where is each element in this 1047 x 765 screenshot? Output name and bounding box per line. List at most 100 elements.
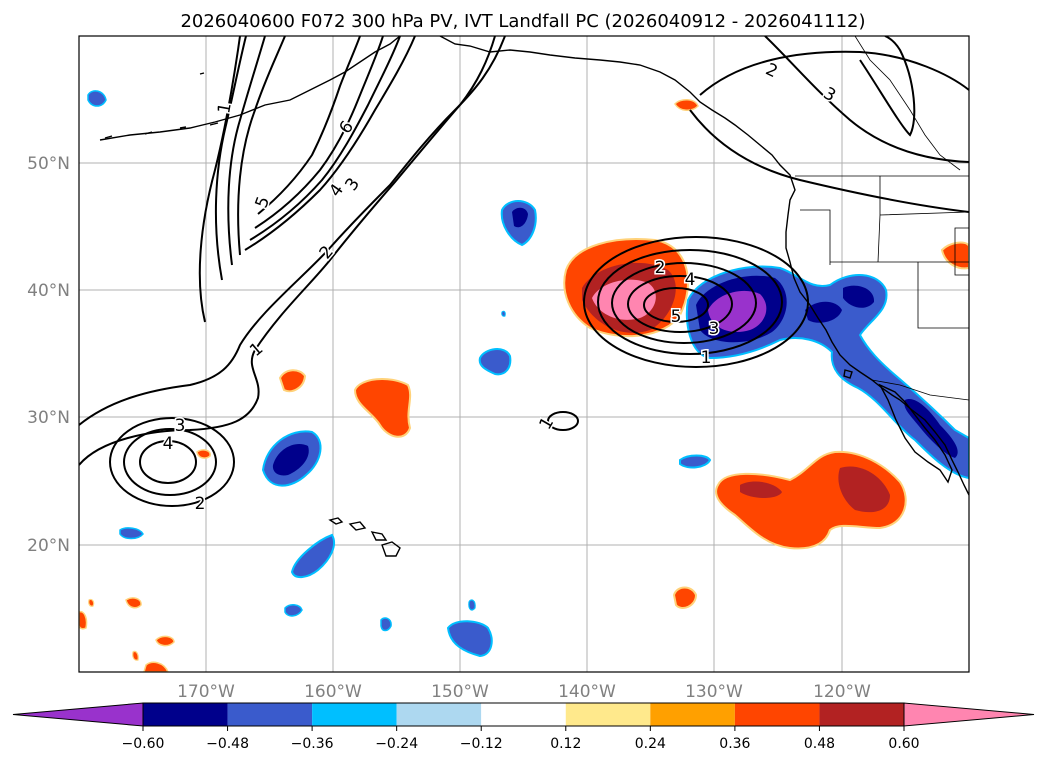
coastlines [99,36,969,557]
pv-contour-2-west [79,36,496,466]
coast-aleutians [99,36,401,141]
contour-label: 5 [671,307,682,327]
aleutian-islands [104,72,219,139]
lat-label-50n: 50°N [27,154,70,174]
ivt-negative-main-peak [708,290,767,332]
pv-contour-ne-4 [859,36,916,137]
contour-label: 3 [175,416,186,436]
pv-contours [79,36,969,507]
ivt-negative-blob-b-core [512,207,528,228]
colorbar: −0.60 −0.48 −0.36 −0.24 −0.12 0.12 0.24 0.36 0.4… [12,702,1035,752]
ivt-negative-blob-a-core [272,444,309,476]
lon-label-160w: 160°W [304,682,362,702]
ivt-negative-blob-i [284,604,303,617]
colorbar-swatch [227,703,313,726]
colorbar-tick-label: 0.12 [550,736,581,752]
ivt-negative-blob-c [478,348,512,376]
pv-contour-3-west [237,36,286,256]
island-kauai [328,517,344,525]
coast-baja [878,383,953,484]
pv-low-ring-3 [123,428,217,496]
lon-label-120w: 120°W [813,682,871,702]
colorbar-swatch [312,703,397,726]
pv-contour-7-east [249,36,401,241]
ivt-positive-blob-j [196,449,211,459]
ivt-negative-blob-f [679,454,712,469]
colorbar-extend-high [903,702,1035,727]
colorbar-swatch [819,703,904,726]
lon-label-140w: 140°W [558,682,616,702]
border-canada-internal [854,36,961,171]
pv-small-ring [547,411,579,431]
colorbar-swatch [481,703,566,726]
ivt-positive-blob-g [155,635,175,647]
ivt-positive-blob-h [143,661,169,672]
colorbar-tick-label: 0.36 [719,736,750,752]
pv-contour-9-east [257,36,361,215]
contour-label: 1 [214,101,236,115]
pv-cutoff-ring-5 [643,287,709,323]
contour-label: 2 [655,258,666,278]
map-background [79,36,969,672]
ivt-negative-blob-j [380,617,392,632]
colorbar-swatch [650,703,735,726]
pv-contour-4-west [227,36,266,266]
pv-contour-8-east [254,36,384,229]
longitude-labels: 170°W 160°W 150°W 140°W 130°W 120°W [177,682,871,702]
ivt-negative-blob-g [87,90,107,107]
colorbar-tick-label: −0.48 [206,736,249,752]
pv-contour-10-outer [198,36,241,323]
pv-low-ring-4 [139,440,197,484]
border-us-mexico [871,379,969,401]
ivt-positive-blob-k [132,650,139,661]
contour-label: 1 [701,348,712,368]
colorbar-swatches [12,702,1035,727]
island-oahu [348,521,367,531]
colorbar-extend-low [12,702,144,727]
ivt-positive-south-core1 [740,481,782,498]
ivt-positive-blob-f [125,597,142,609]
pv-contour-ne-3 [689,109,969,213]
lon-label-170w: 170°W [177,682,235,702]
colorbar-tick-label: −0.24 [375,736,418,752]
pv-contour-6-east [244,36,416,251]
political-borders [795,36,969,401]
pv-cutoff-ring-1 [583,236,809,368]
lon-label-150w: 150°W [431,682,489,702]
ivt-negative-main-core3 [843,285,875,308]
contour-label: 4 [685,270,696,290]
ivt-negative-blob-d [290,533,336,578]
lat-label-40n: 40°N [27,281,70,301]
latitude-labels: 50°N 40°N 30°N 20°N [27,154,70,556]
contour-label: 3 [709,319,720,339]
ivt-positive-south-core2 [838,466,890,513]
pv-cutoff-ring-3 [611,262,757,344]
pv-contour-ne-1 [699,50,969,96]
ivt-negative-main-core2 [805,301,842,323]
lat-label-30n: 30°N [27,408,70,428]
colorbar-swatch [565,703,651,726]
colorbar-tick-label: 0.60 [888,736,919,752]
ivt-negative-blob-e [446,620,493,658]
ivt-positive-blob-e [674,99,699,111]
ivt-positive-blob-c [672,586,698,609]
island-maui [370,531,388,541]
ivt-negative-blob-k [468,599,476,611]
contour-label: 4 [163,434,174,454]
colorbar-swatch [734,703,820,726]
ivt-positive-blob-a [353,378,412,438]
island-channel [843,369,853,379]
colorbar-swatch [396,703,482,726]
coast-north-america [439,36,901,401]
lon-label-130w: 130°W [685,682,743,702]
contour-label: 2 [195,494,206,514]
pv-cutoff-ring-4 [627,275,733,333]
ivt-negative-blob-h [119,527,144,540]
coast-mexico [899,399,969,496]
border-us-states [800,176,969,329]
colorbar-tick-label: −0.12 [460,736,503,752]
colorbar-tick-label: 0.24 [635,736,666,752]
